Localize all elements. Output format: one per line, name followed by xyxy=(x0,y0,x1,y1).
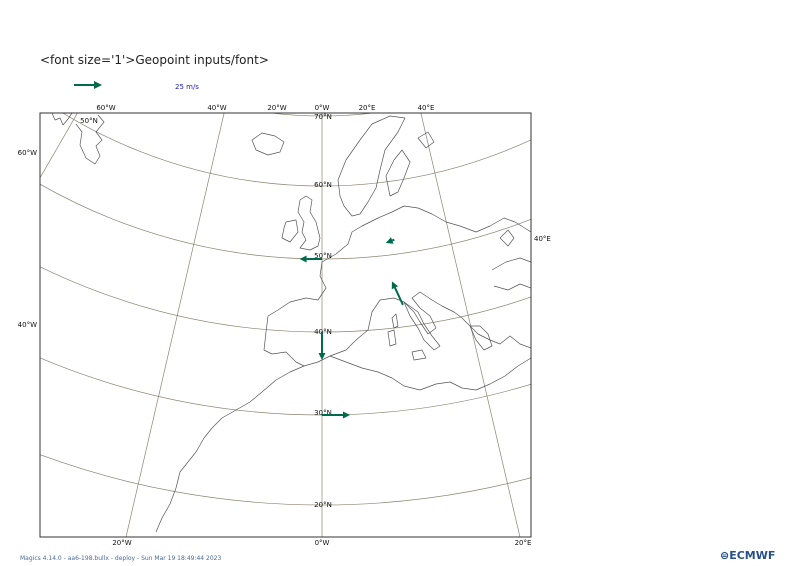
coast-black-sea xyxy=(491,257,531,291)
ecmwf-logo-icon: ⊜ xyxy=(720,549,730,562)
lat-circle-20n xyxy=(40,454,531,506)
coast-arctic-island xyxy=(417,131,435,149)
lon-label-top: 0°W xyxy=(315,104,330,112)
map-frame xyxy=(39,112,532,538)
arrow-west-central-europe-head xyxy=(385,237,394,244)
arrow-west-central-europe-shaft xyxy=(391,238,395,242)
arrow-east-30n-head xyxy=(343,411,350,419)
arrow-south-40n-head xyxy=(318,353,326,360)
coast-iceland xyxy=(251,132,285,156)
wind-arrows xyxy=(299,237,404,419)
lat-circle-70n xyxy=(268,113,376,117)
coast-finland xyxy=(385,149,411,197)
graticule xyxy=(40,0,800,537)
ecmwf-logo-text: ECMWF xyxy=(729,549,776,562)
legend-arrow xyxy=(74,81,102,89)
lat-circle-50n xyxy=(40,183,531,260)
coast-north-africa xyxy=(155,365,305,533)
lon-label-top: 60°W xyxy=(96,104,115,112)
coast-sardinia xyxy=(387,329,397,347)
meridian-20w xyxy=(125,113,225,537)
lat-circle-40n xyxy=(40,266,531,333)
footer-text: Magics 4.14.0 - aa6-198.bullx - deploy -… xyxy=(20,555,222,562)
lat-label-inner: 50°N xyxy=(314,252,332,260)
coast-britain xyxy=(297,195,321,251)
coast-north-africa-east xyxy=(329,355,531,391)
coast-greece xyxy=(469,325,493,351)
arrow-south-40n xyxy=(318,332,326,360)
legend-label: 25 m/s xyxy=(175,83,199,91)
coast-north-europe xyxy=(321,205,531,263)
lon-label-right: 40°E xyxy=(534,235,551,243)
coast-greenland xyxy=(51,113,73,126)
meridian-40w xyxy=(40,113,78,179)
lon-label-top: 20°E xyxy=(359,104,376,112)
arrow-north-italy-shaft xyxy=(394,287,404,306)
meridian-40e xyxy=(322,0,745,420)
lon-label-top: 40°E xyxy=(418,104,435,112)
coast-ireland xyxy=(281,219,299,243)
meridian-20e xyxy=(420,113,521,537)
coast-sicily xyxy=(411,349,427,361)
ecmwf-logo: ⊜ECMWF xyxy=(720,549,775,562)
coast-scandinavia xyxy=(337,115,406,217)
arrow-north-italy xyxy=(391,281,404,306)
coast-south-europe xyxy=(263,261,531,367)
coast-corsica xyxy=(391,313,399,329)
lat-label-inner: 70°N xyxy=(314,113,332,121)
lon-label-top: 20°W xyxy=(267,104,286,112)
lat-label-left: 40°W xyxy=(18,321,37,329)
lat-label-inner: 20°N xyxy=(314,501,332,509)
lat-circle-60n xyxy=(62,113,531,187)
arrow-west-50n xyxy=(299,255,322,263)
meridian-60e xyxy=(322,0,800,210)
lat-label-inner: 30°N xyxy=(314,409,332,417)
lat-label-inner: 60°N xyxy=(314,181,332,189)
coast-caspian xyxy=(499,229,515,247)
arrow-west-central-europe xyxy=(385,237,395,244)
coast-italy xyxy=(403,301,441,351)
lon-label-bottom: 0°W xyxy=(315,539,330,547)
lon-label-top: 40°W xyxy=(207,104,226,112)
lon-label-bottom: 20°E xyxy=(515,539,532,547)
lon-label-bottom: 20°W xyxy=(112,539,131,547)
lat-circle-30n xyxy=(40,357,531,416)
arrow-east-30n xyxy=(322,411,350,419)
arrow-west-50n-head xyxy=(299,255,307,263)
arrow-north-italy-head xyxy=(391,281,399,290)
lat-label-left: 60°W xyxy=(18,149,37,157)
coast-greenland-2 xyxy=(75,114,105,165)
lat-label-corner: 50°N xyxy=(80,117,98,125)
coastlines xyxy=(51,113,531,533)
map-title: <font size='1'>Geopoint inputs/font> xyxy=(40,53,269,67)
